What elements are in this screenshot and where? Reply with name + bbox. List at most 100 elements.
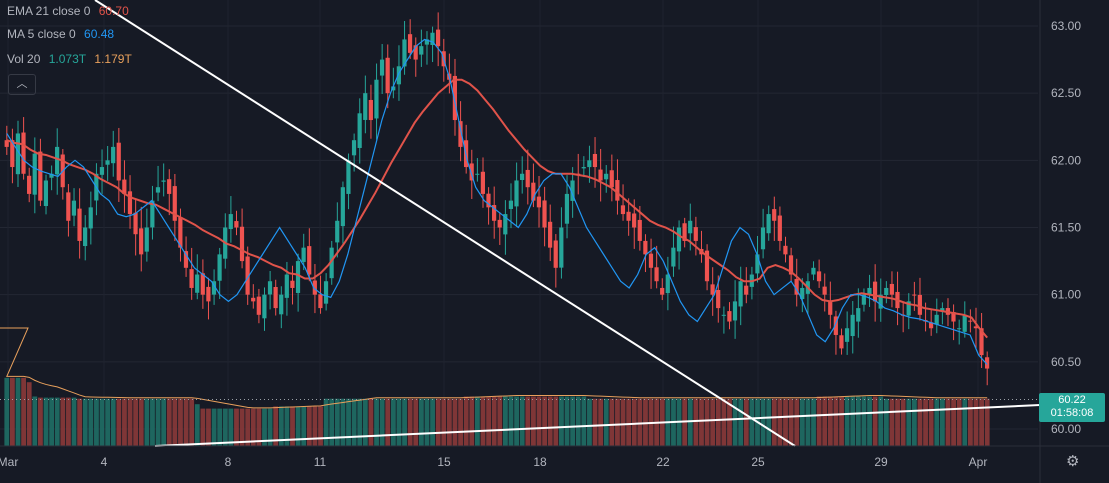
volume-bar <box>357 398 363 446</box>
volume-bar <box>962 398 968 446</box>
volume-bar <box>351 398 357 446</box>
candle-body <box>480 171 485 194</box>
candle-body <box>251 297 256 302</box>
volume-bar <box>816 396 822 446</box>
volume-bar <box>295 406 301 446</box>
volume-bar <box>979 398 984 446</box>
volume-bar <box>10 377 15 446</box>
candle-body <box>206 286 211 302</box>
volume-bar <box>32 396 38 446</box>
volume-bar <box>144 398 150 446</box>
candle-body <box>424 39 429 45</box>
candle-body <box>340 187 345 227</box>
candle-body <box>262 294 267 319</box>
candle-body <box>598 169 603 181</box>
candle-body <box>604 173 609 180</box>
date-tick-label: Apr <box>969 455 988 469</box>
candle-body <box>772 209 777 221</box>
volume-bar <box>458 398 463 446</box>
date-tick-label: 18 <box>533 455 547 469</box>
volume-bar <box>15 377 21 446</box>
volume-bar <box>811 398 816 446</box>
volume-bar <box>704 398 710 446</box>
volume-bar <box>497 396 503 446</box>
volume-bar <box>867 396 872 446</box>
volume-bar <box>385 398 391 446</box>
volume-bar <box>945 398 951 446</box>
volume-bar <box>861 396 867 446</box>
volume-bar <box>839 396 844 446</box>
volume-bar <box>805 398 811 446</box>
candle-body <box>816 271 822 282</box>
volume-bar <box>334 398 340 446</box>
legend-ema[interactable]: EMA 21 close 0 60.70 <box>7 4 134 18</box>
candle-body <box>385 57 390 94</box>
volume-bar <box>777 398 783 446</box>
candle-body <box>435 29 441 47</box>
candle-body <box>155 187 161 193</box>
date-tick-label: 8 <box>225 455 232 469</box>
volume-bar <box>469 396 475 446</box>
volume-bar <box>38 397 43 446</box>
candle-body <box>833 316 838 335</box>
volume-bar <box>587 398 592 446</box>
volume-bar <box>228 408 234 446</box>
volume-bar <box>973 398 979 446</box>
candle-body <box>788 255 794 275</box>
candle-body <box>77 208 82 241</box>
candle-body <box>105 160 110 165</box>
candle-body <box>396 66 401 85</box>
candle-body <box>21 132 26 174</box>
volume-bar <box>211 408 217 446</box>
date-tick-label: Mar <box>0 455 18 469</box>
volume-bar <box>900 398 906 446</box>
volume-bar <box>250 408 256 446</box>
candle-body <box>419 46 424 55</box>
volume-bar <box>312 406 318 446</box>
candle-body <box>413 45 418 60</box>
candle-body <box>956 328 962 330</box>
volume-bar <box>721 398 727 446</box>
time-axis: Mar 4 8 11 15 18 22 25 29 Apr <box>0 445 1109 469</box>
candle-body <box>38 151 43 201</box>
ema-line <box>6 78 988 339</box>
candle-body <box>116 142 121 181</box>
volume-bar <box>615 398 620 446</box>
candle-body <box>688 220 693 234</box>
volume-bar <box>525 396 531 446</box>
volume-bar <box>883 398 889 446</box>
volume-bar <box>306 406 312 446</box>
gear-icon[interactable]: ⚙ <box>1066 453 1080 470</box>
legend-ma[interactable]: MA 5 close 0 60.48 <box>7 27 119 41</box>
legend-ma-value: 60.48 <box>84 27 115 41</box>
candle-body <box>379 59 385 76</box>
volume-bar <box>693 398 699 446</box>
candle-body <box>973 326 978 329</box>
collapse-legend-button[interactable]: ︿ <box>8 74 36 95</box>
candle-body <box>587 160 592 168</box>
volume-bar <box>788 398 794 446</box>
candle-body <box>514 180 519 207</box>
volume-bar <box>172 398 178 446</box>
candle-body <box>195 274 200 293</box>
candles <box>4 12 990 386</box>
candle-body <box>279 294 284 315</box>
volume-bar <box>54 397 60 446</box>
candle-body <box>267 281 273 295</box>
candle-body <box>189 269 194 288</box>
candle-body <box>111 146 116 164</box>
legend-volume-label: Vol 20 <box>7 52 41 66</box>
volume-bar <box>60 397 66 446</box>
candle-body <box>525 169 530 188</box>
volume-bar <box>984 398 990 446</box>
volume-bar <box>155 398 161 446</box>
legend-volume[interactable]: Vol 20 1.073T 1.179T <box>7 52 137 66</box>
volume-bar <box>833 396 839 446</box>
candle-body <box>228 214 233 230</box>
candle-body <box>351 140 357 156</box>
candle-body <box>794 278 799 295</box>
candle-body <box>676 227 682 252</box>
volume-bar <box>480 396 486 446</box>
volume-bar <box>329 398 335 446</box>
